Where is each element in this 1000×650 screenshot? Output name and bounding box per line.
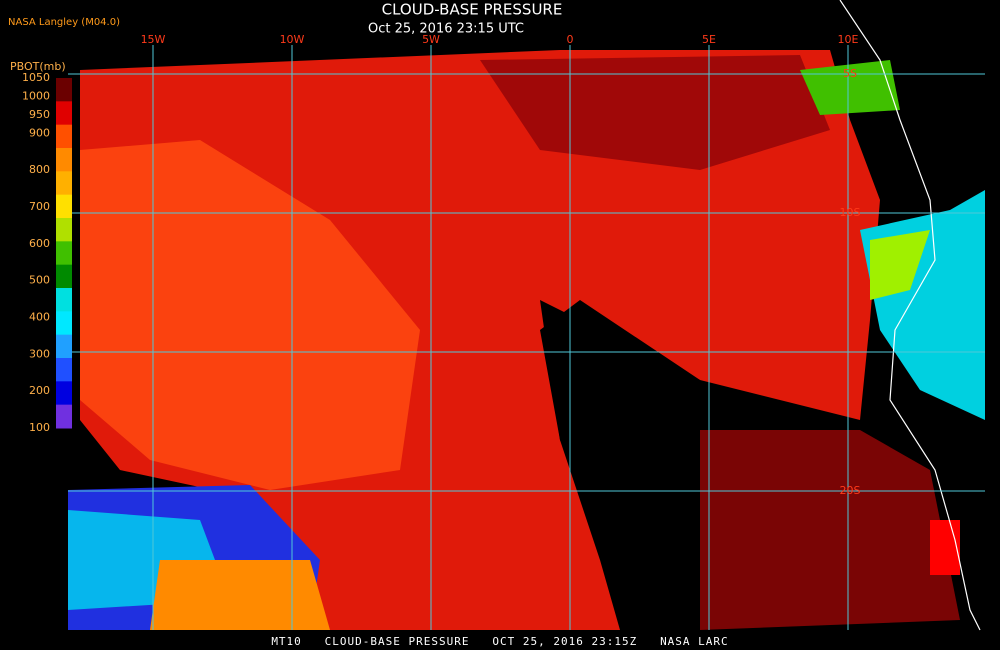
colorbar: 1050 1000 950 900 800 700 600 500 400 300 200 100 — [22, 71, 72, 434]
colorbar-swatch — [56, 101, 72, 126]
title: CLOUD-BASE PRESSURE — [382, 1, 563, 19]
colorbar-tick-label: 500 — [29, 274, 50, 287]
colorbar-swatch — [56, 334, 72, 359]
colorbar-swatch — [56, 148, 72, 172]
lon-label: 5W — [422, 33, 440, 46]
colorbar-tick-label: 600 — [29, 237, 50, 250]
lat-label: 5S — [843, 67, 857, 80]
colorbar-label: PBOT(mb) — [10, 60, 66, 73]
colorbar-tick-label: 800 — [29, 163, 50, 176]
subtitle: Oct 25, 2016 23:15 UTC — [368, 22, 524, 37]
colorbar-swatch — [56, 241, 72, 266]
footer: MT10 CLOUD-BASE PRESSURE OCT 25, 2016 23… — [271, 635, 728, 648]
colorbar-swatch — [56, 78, 72, 102]
lon-label: 15W — [141, 33, 166, 46]
lon-label: 0 — [567, 33, 574, 46]
colorbar-swatch — [56, 288, 72, 312]
lon-label: 10E — [838, 33, 859, 46]
graticule: 15W 10W 5W 0 5E 10E 5S 10S 20S — [68, 33, 985, 630]
colorbar-swatch — [56, 124, 72, 149]
colorbar-swatch — [56, 218, 72, 242]
colorbar-tick-label: 950 — [29, 108, 50, 121]
colorbar-tick-label: 300 — [29, 347, 50, 360]
lat-label: 10S — [840, 206, 861, 219]
colorbar-tick-label: 1050 — [22, 71, 50, 84]
colorbar-swatch — [56, 171, 72, 196]
colorbar-swatch — [56, 194, 72, 219]
lon-label: 5E — [702, 33, 716, 46]
colorbar-swatch — [56, 381, 72, 406]
colorbar-tick-label: 900 — [29, 126, 50, 139]
colorbar-swatch — [56, 311, 72, 336]
colorbar-tick-label: 200 — [29, 384, 50, 397]
colorbar-tick-label: 700 — [29, 200, 50, 213]
colorbar-tick-label: 1000 — [22, 89, 50, 102]
colorbar-tick-label: 400 — [29, 310, 50, 323]
colorbar-swatch — [56, 404, 72, 429]
lat-label: 20S — [840, 484, 861, 497]
colorbar-swatch — [56, 358, 72, 382]
imagery — [68, 0, 985, 631]
source-label: NASA Langley (M04.0) — [8, 17, 120, 28]
lon-label: 10W — [280, 33, 305, 46]
colorbar-tick-label: 100 — [29, 421, 50, 434]
colorbar-swatch — [56, 264, 72, 289]
